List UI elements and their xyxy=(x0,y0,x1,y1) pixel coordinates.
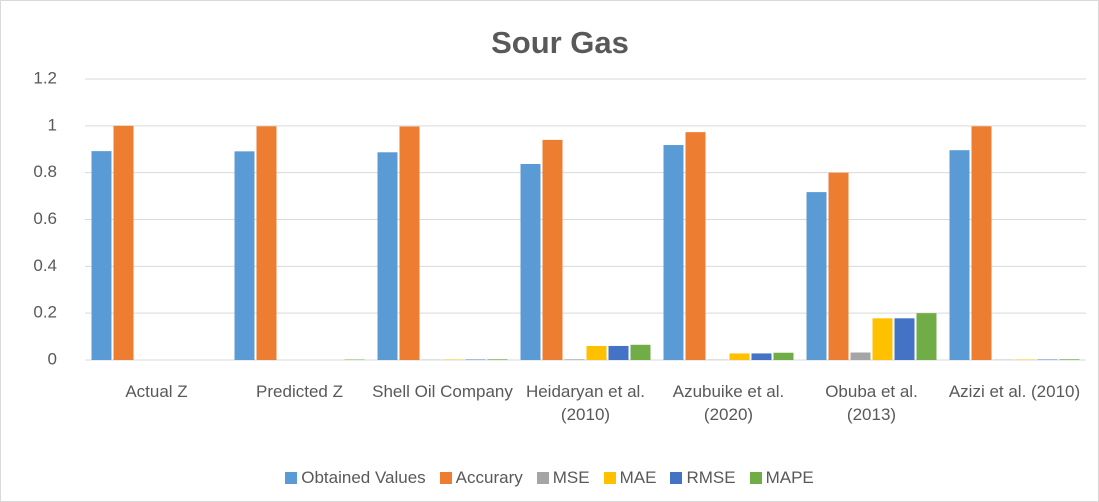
bar xyxy=(608,345,629,360)
bar xyxy=(564,359,585,360)
legend-item: MAPE xyxy=(749,468,814,488)
y-tick-label: 1 xyxy=(48,115,57,134)
bar xyxy=(586,345,607,360)
legend-swatch xyxy=(439,472,452,484)
legend-label: Obtained Values xyxy=(301,468,426,487)
x-tick-label: Obuba et al. (2013) xyxy=(825,382,918,424)
y-tick-label: 0.6 xyxy=(33,209,57,228)
bar xyxy=(894,318,915,360)
x-tick-label: Shell Oil Company xyxy=(372,382,513,401)
legend-swatch xyxy=(670,472,683,484)
legend-swatch xyxy=(749,472,762,484)
x-tick-label: Heidaryan et al. (2010) xyxy=(525,382,646,424)
bar xyxy=(542,139,563,360)
bar xyxy=(377,152,398,360)
bar xyxy=(773,352,794,360)
y-tick-label: 0.2 xyxy=(33,303,57,322)
bar xyxy=(916,313,937,360)
y-tick-label: 0.4 xyxy=(33,256,57,275)
legend-swatch xyxy=(536,472,549,484)
bar xyxy=(751,353,772,360)
bar xyxy=(1059,359,1080,360)
bar xyxy=(91,151,112,360)
legend-item: MAE xyxy=(603,468,657,488)
bar xyxy=(850,352,871,360)
legend-item: Accurary xyxy=(439,468,523,488)
legend-label: MSE xyxy=(552,468,590,487)
bar xyxy=(520,164,541,360)
bar xyxy=(113,125,134,360)
legend-label: MAE xyxy=(619,468,657,487)
legend-label: RMSE xyxy=(686,468,736,487)
legend-item: RMSE xyxy=(670,468,736,488)
bar xyxy=(256,126,277,360)
bar xyxy=(234,151,255,360)
bar xyxy=(828,172,849,360)
legend-label: Accurary xyxy=(455,468,523,487)
x-tick-label: Azizi et al. (2010) xyxy=(948,382,1081,401)
bar xyxy=(872,318,893,360)
bar xyxy=(949,150,970,360)
y-tick-label: 0 xyxy=(48,349,57,368)
chart-title: Sour Gas xyxy=(491,25,629,60)
bar xyxy=(685,132,706,360)
bar xyxy=(487,359,508,360)
legend-item: Obtained Values xyxy=(285,468,426,488)
y-tick-label: 0.8 xyxy=(33,162,57,181)
bar xyxy=(399,126,420,361)
x-tick-label: Azubuike et al. (2020) xyxy=(672,382,785,424)
x-tick-label: Predicted Z xyxy=(256,382,343,401)
bar xyxy=(806,192,827,360)
x-tick-label: Actual Z xyxy=(125,382,188,401)
bar xyxy=(630,344,651,360)
bar xyxy=(729,353,750,360)
legend-swatch xyxy=(285,472,298,484)
legend-swatch xyxy=(603,472,616,484)
legend-label: MAPE xyxy=(765,468,814,487)
legend-item: MSE xyxy=(536,468,590,488)
bar xyxy=(663,145,684,360)
legend: Obtained Values Accurary MSE MAE RMSE MAPE xyxy=(0,468,1099,488)
y-tick-label: 1.2 xyxy=(33,68,57,87)
bar xyxy=(971,126,992,360)
